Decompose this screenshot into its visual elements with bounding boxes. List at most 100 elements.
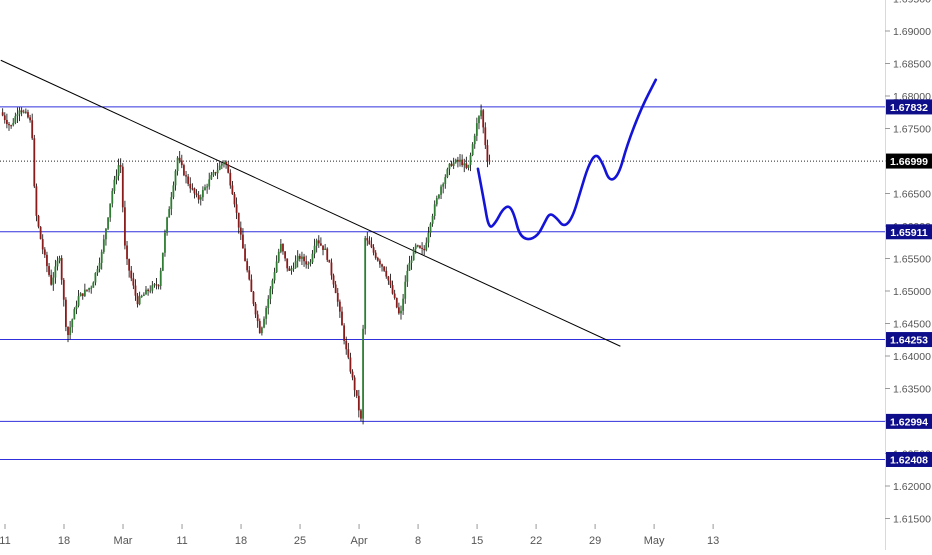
candle-body [138,296,141,305]
candle-body [244,248,246,262]
price-tick-label: 1.62000 [893,481,931,493]
candle-body [309,262,312,264]
price-tick-label: 1.65500 [893,254,931,266]
candle-body [178,157,181,161]
candle-body [360,410,362,419]
candle-body [389,280,392,286]
candle-body [176,157,179,172]
candle-body [155,284,158,286]
candle-body [98,262,101,270]
candle-body [239,227,242,235]
candle-body [364,238,367,329]
time-tick-label: 8 [415,535,421,547]
candle-body [100,251,103,263]
candle-body [8,124,10,126]
candle-body [416,245,419,247]
price-axis[interactable]: 1.615001.620001.625001.630001.635001.640… [885,0,931,526]
candle-body [376,257,379,261]
candle-body [71,319,74,328]
candle-body [275,261,278,273]
candle-body [41,239,44,250]
candle-body [406,270,409,282]
candle-body [410,260,413,263]
candle-body [400,310,402,314]
candle-body [431,215,434,224]
candle-body [347,349,350,358]
candle-body [374,252,377,258]
candle-body [191,188,194,190]
candle-body [79,293,82,297]
candle-body [233,194,236,205]
candle-body [37,215,40,227]
candle-body [33,138,36,187]
horizontal-levels-layer [0,106,885,460]
candle-body [269,288,272,299]
candle-body [370,244,373,248]
price-tick-label: 1.63500 [893,384,931,396]
candle-body [315,240,318,246]
candle-body [332,275,335,285]
candle-body [77,296,80,306]
time-tick-label: 15 [471,535,483,547]
candle-body [29,117,31,121]
candle-body [256,314,259,322]
time-tick-label: May [644,535,665,547]
candle-body [151,285,154,291]
candle-body [145,289,147,295]
candle-body [454,159,457,163]
candle-body [252,291,255,304]
level-price-label-bg [886,332,932,348]
candle-body [448,163,451,170]
projection-path[interactable] [476,78,658,241]
candle-body [265,308,268,319]
price-tick-label: 1.65000 [893,286,931,298]
candle-body [157,285,160,287]
candle-body [12,122,15,126]
candle-body [292,268,295,270]
candle-body [92,282,95,288]
candle-body [404,281,407,299]
candles-layer [1,104,491,425]
trend-line-layer [0,59,621,347]
candle-body [132,278,135,286]
candle-body [442,184,445,187]
price-tick-label: 1.69500 [893,0,931,6]
candle-body [385,270,388,277]
candle-body [488,160,491,162]
candle-body [206,186,209,188]
candle-body [73,309,76,320]
level-price-label: 1.62408 [890,454,928,466]
candle-body [412,248,415,261]
candle-body [469,155,472,165]
candle-body [402,298,405,311]
candle-body [204,187,206,191]
candle-body [408,262,411,271]
candle-body [14,116,17,123]
time-tick-label: 22 [530,535,542,547]
candle-body [444,177,447,185]
candle-body [172,185,175,198]
candle-body [102,239,105,252]
candle-body [349,357,352,372]
candle-body [60,258,63,280]
candle-body [362,328,364,419]
candle-body [277,251,280,262]
candle-body [463,163,466,166]
candle-body [440,186,442,195]
candle-body [446,169,449,178]
level-price-label-bg [886,224,932,240]
candle-body [117,165,120,176]
candle-body [254,303,257,315]
candle-body [248,270,251,280]
candle-body [227,164,230,173]
candle-body [305,261,308,265]
candle-body [307,263,310,265]
time-axis[interactable]: 11 18 Mar 11 18 25 Apr 8 15 22 29 May 13 [0,524,719,547]
trend-line[interactable] [0,59,621,347]
candle-body [355,390,358,396]
candle-body [465,163,468,168]
candle-body [223,161,225,164]
time-tick-label: Mar [114,535,133,547]
